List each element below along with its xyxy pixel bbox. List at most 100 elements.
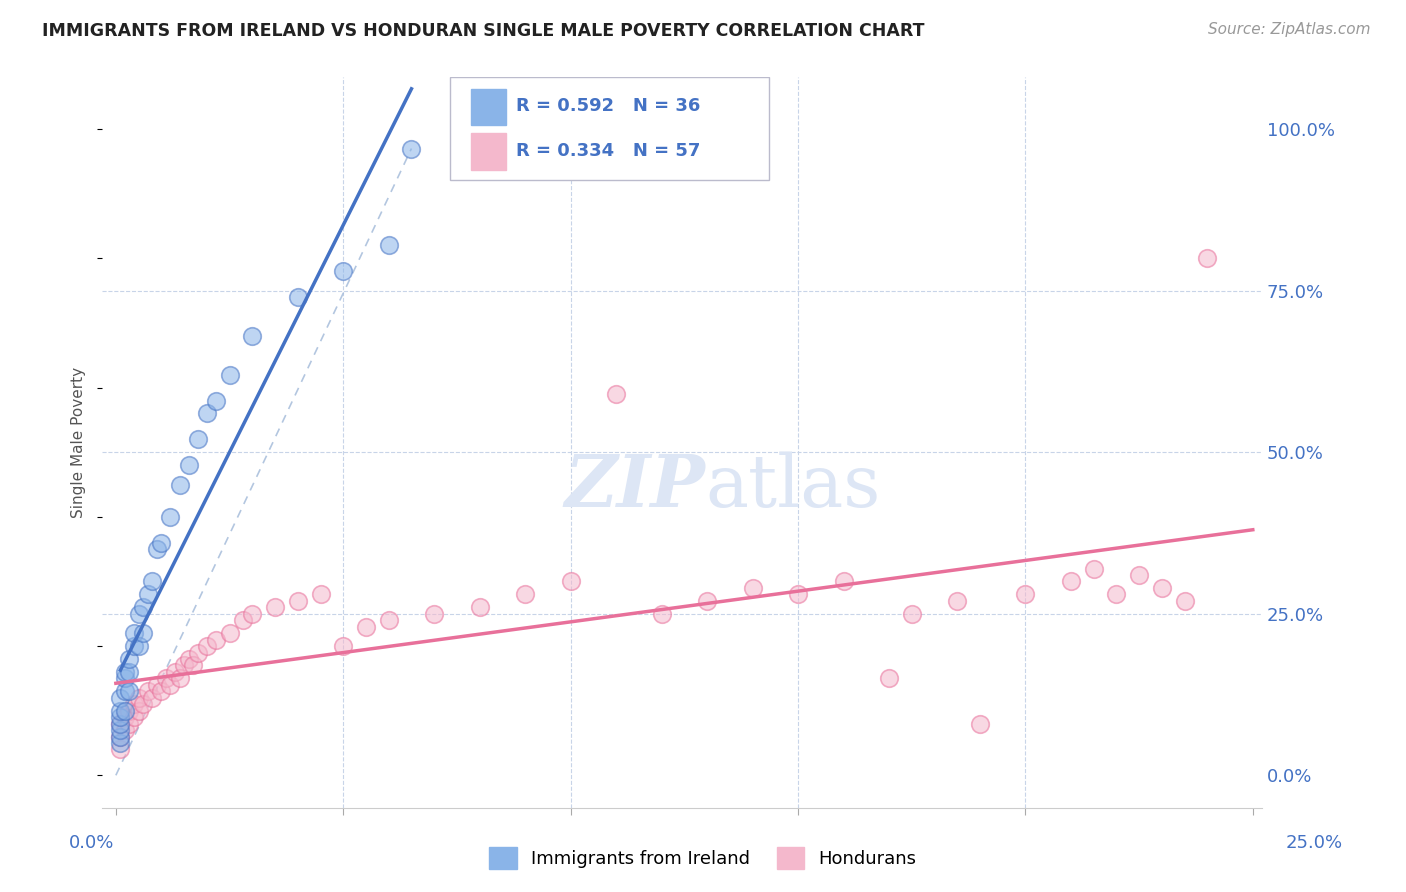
- Point: [218, 368, 240, 382]
- Point: [122, 639, 145, 653]
- Point: [128, 607, 150, 621]
- Point: [118, 716, 141, 731]
- Point: [118, 665, 141, 679]
- Point: [110, 742, 132, 756]
- Point: [287, 594, 309, 608]
- Text: 25.0%: 25.0%: [1286, 834, 1343, 852]
- Point: [118, 652, 141, 666]
- Point: [114, 704, 136, 718]
- Point: [110, 690, 132, 705]
- Point: [605, 387, 627, 401]
- Point: [110, 704, 132, 718]
- Point: [110, 736, 132, 750]
- Point: [141, 690, 163, 705]
- Point: [136, 684, 159, 698]
- Point: [114, 672, 136, 686]
- Point: [309, 587, 332, 601]
- Point: [110, 730, 132, 744]
- Point: [118, 704, 141, 718]
- Point: [122, 697, 145, 711]
- Point: [946, 594, 969, 608]
- Point: [741, 581, 763, 595]
- Point: [169, 672, 191, 686]
- Point: [877, 672, 900, 686]
- Point: [122, 710, 145, 724]
- Point: [377, 238, 399, 252]
- Point: [1128, 568, 1150, 582]
- Point: [205, 632, 228, 647]
- Point: [159, 678, 181, 692]
- Point: [969, 716, 991, 731]
- Text: R = 0.334   N = 57: R = 0.334 N = 57: [516, 142, 700, 160]
- Text: 0.0%: 0.0%: [69, 834, 114, 852]
- Point: [110, 730, 132, 744]
- Point: [128, 690, 150, 705]
- FancyBboxPatch shape: [450, 78, 769, 179]
- Point: [195, 639, 218, 653]
- Point: [264, 600, 287, 615]
- Point: [132, 697, 155, 711]
- Point: [332, 639, 354, 653]
- Point: [195, 407, 218, 421]
- Point: [468, 600, 491, 615]
- Point: [900, 607, 922, 621]
- Point: [651, 607, 673, 621]
- Point: [377, 613, 399, 627]
- Point: [332, 264, 354, 278]
- Point: [401, 142, 423, 156]
- Point: [515, 587, 537, 601]
- Point: [114, 723, 136, 737]
- Point: [114, 665, 136, 679]
- Point: [146, 678, 169, 692]
- Point: [110, 716, 132, 731]
- Point: [832, 574, 855, 589]
- Point: [354, 620, 377, 634]
- Point: [232, 613, 254, 627]
- Point: [696, 594, 718, 608]
- Point: [205, 393, 228, 408]
- Text: IMMIGRANTS FROM IRELAND VS HONDURAN SINGLE MALE POVERTY CORRELATION CHART: IMMIGRANTS FROM IRELAND VS HONDURAN SING…: [42, 22, 925, 40]
- Point: [423, 607, 446, 621]
- Point: [163, 665, 186, 679]
- Point: [181, 658, 204, 673]
- Point: [1105, 587, 1128, 601]
- Point: [155, 672, 177, 686]
- Point: [187, 432, 209, 446]
- Point: [1083, 561, 1105, 575]
- Point: [169, 477, 191, 491]
- Point: [114, 684, 136, 698]
- Point: [150, 535, 173, 549]
- Point: [218, 626, 240, 640]
- Point: [110, 723, 132, 737]
- Point: [187, 646, 209, 660]
- FancyBboxPatch shape: [471, 133, 506, 169]
- Point: [560, 574, 582, 589]
- Point: [787, 587, 810, 601]
- Point: [1014, 587, 1036, 601]
- Y-axis label: Single Male Poverty: Single Male Poverty: [72, 367, 86, 518]
- Point: [159, 509, 181, 524]
- Point: [128, 639, 150, 653]
- Point: [1150, 581, 1173, 595]
- Point: [136, 587, 159, 601]
- Text: Source: ZipAtlas.com: Source: ZipAtlas.com: [1208, 22, 1371, 37]
- Point: [128, 704, 150, 718]
- Text: R = 0.592   N = 36: R = 0.592 N = 36: [516, 97, 700, 115]
- Point: [141, 574, 163, 589]
- Point: [114, 710, 136, 724]
- Point: [146, 542, 169, 557]
- Point: [132, 626, 155, 640]
- Point: [118, 684, 141, 698]
- Point: [122, 626, 145, 640]
- Point: [132, 600, 155, 615]
- Point: [287, 290, 309, 304]
- Point: [177, 652, 200, 666]
- Point: [1060, 574, 1083, 589]
- Text: ZIP: ZIP: [564, 450, 706, 522]
- Point: [1174, 594, 1197, 608]
- Point: [110, 716, 132, 731]
- FancyBboxPatch shape: [471, 88, 506, 125]
- Point: [1197, 252, 1219, 266]
- Point: [177, 458, 200, 472]
- Point: [150, 684, 173, 698]
